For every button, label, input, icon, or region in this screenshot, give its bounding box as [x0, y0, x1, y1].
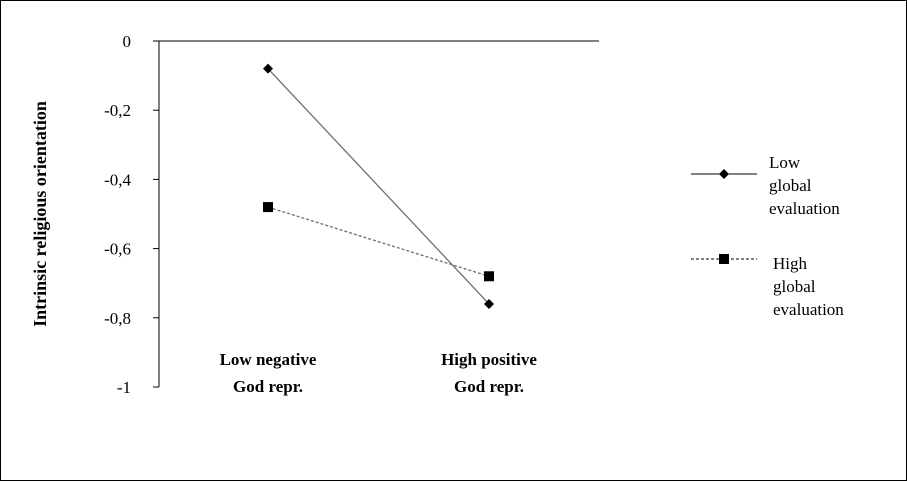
legend: Low global evaluation High global evaluation [691, 153, 844, 319]
legend-label: global [769, 176, 812, 195]
legend-label: evaluation [769, 199, 840, 218]
legend-marker [719, 254, 729, 264]
axes [158, 40, 599, 387]
category-label: Low negative [220, 350, 317, 369]
category-label: High positive [441, 350, 537, 369]
legend-label: evaluation [773, 300, 844, 319]
y-ticks: 0 -0,2 -0,4 -0,6 -0,8 -1 [104, 32, 159, 397]
series-group [263, 63, 494, 309]
legend-label: Low [769, 153, 801, 172]
legend-label: global [773, 277, 816, 296]
data-point-marker [484, 271, 494, 282]
y-tick-label: 0 [123, 32, 132, 51]
category-label: God repr. [233, 377, 303, 396]
legend-marker [719, 169, 729, 179]
series-line-2 [267, 206, 490, 277]
data-point-marker [263, 63, 273, 74]
y-tick-label: -1 [117, 378, 131, 397]
data-point-marker [484, 298, 494, 309]
y-tick-label: -0,8 [104, 309, 131, 328]
category-label: God repr. [454, 377, 524, 396]
series-line-1 [267, 68, 490, 305]
category-labels: Low negative God repr. High positive God re… [220, 350, 538, 396]
y-axis-title: Intrinsic religious orientation [30, 101, 50, 327]
data-point-marker [263, 202, 273, 213]
legend-label: High [773, 254, 808, 273]
y-tick-label: -0,2 [104, 101, 131, 120]
y-tick-label: -0,6 [104, 240, 131, 259]
y-tick-label: -0,4 [104, 170, 131, 189]
